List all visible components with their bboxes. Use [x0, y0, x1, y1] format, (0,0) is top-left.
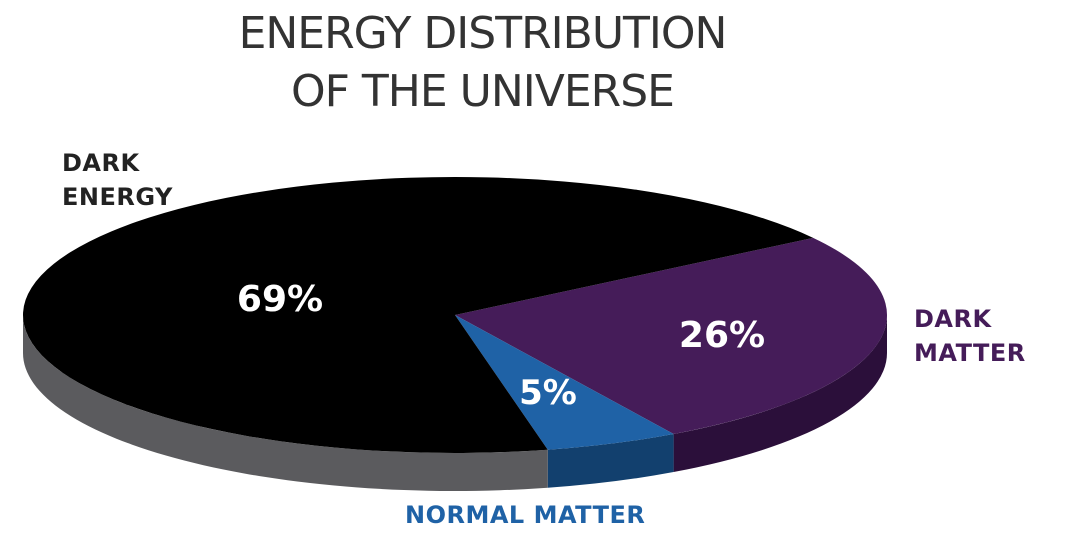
dark-energy-label: DARK ENERGY: [62, 146, 173, 214]
dark-matter-label-line-2: MATTER: [914, 339, 1026, 367]
normal-matter-value-label: 5%: [519, 373, 577, 413]
normal-matter-label-line-1: NORMAL MATTER: [405, 501, 646, 529]
dark-energy-label-line-2: ENERGY: [62, 183, 173, 211]
pie-side-normal-matter: [547, 434, 674, 488]
chart-title-line-2: OF THE UNIVERSE: [291, 66, 675, 117]
pie-slice-dark-matter: [455, 237, 887, 435]
pie-slice-dark-energy: [22, 176, 814, 453]
pie-slice-normal-matter: [455, 315, 674, 450]
chart-title-line-1: ENERGY DISTRIBUTION: [238, 8, 728, 59]
dark-matter-label-line-1: DARK: [914, 305, 992, 333]
dark-energy-label-line-1: DARK: [62, 149, 140, 177]
pie-side-dark-matter: [673, 315, 887, 473]
normal-matter-label: NORMAL MATTER: [405, 500, 645, 530]
dark-energy-value-label: 69%: [236, 279, 324, 320]
pie-side-dark-energy: [23, 315, 548, 491]
dark-matter-value-label: 26%: [678, 315, 766, 356]
dark-matter-label: DARK MATTER: [914, 302, 1026, 370]
